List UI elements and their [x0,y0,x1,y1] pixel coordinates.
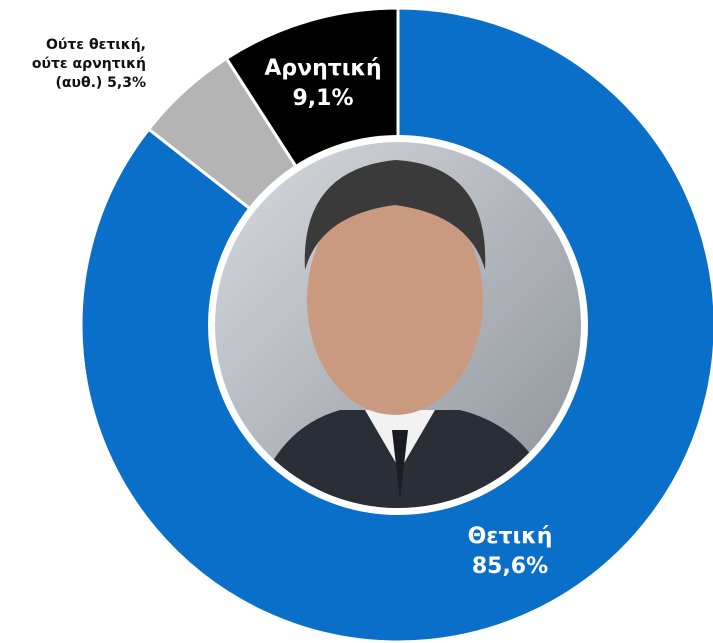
slice-label: Θετική 85,6% [440,522,580,581]
value-label: 9,1% [292,85,354,111]
photo [215,142,581,508]
category: Αρνητική [264,56,382,81]
slice-label: Αρνητική 9,1% [253,54,393,113]
category: Θετική [467,524,553,549]
slice-label: Ούτε θετική, ούτε αρνητική (αυθ.) 5,3% [8,36,146,93]
value-label: 85,6% [471,553,549,579]
category: Ούτε θετική, ούτε αρνητική (αυθ.) [31,37,146,91]
value-label: 5,3% [107,74,146,91]
slices [79,6,713,643]
